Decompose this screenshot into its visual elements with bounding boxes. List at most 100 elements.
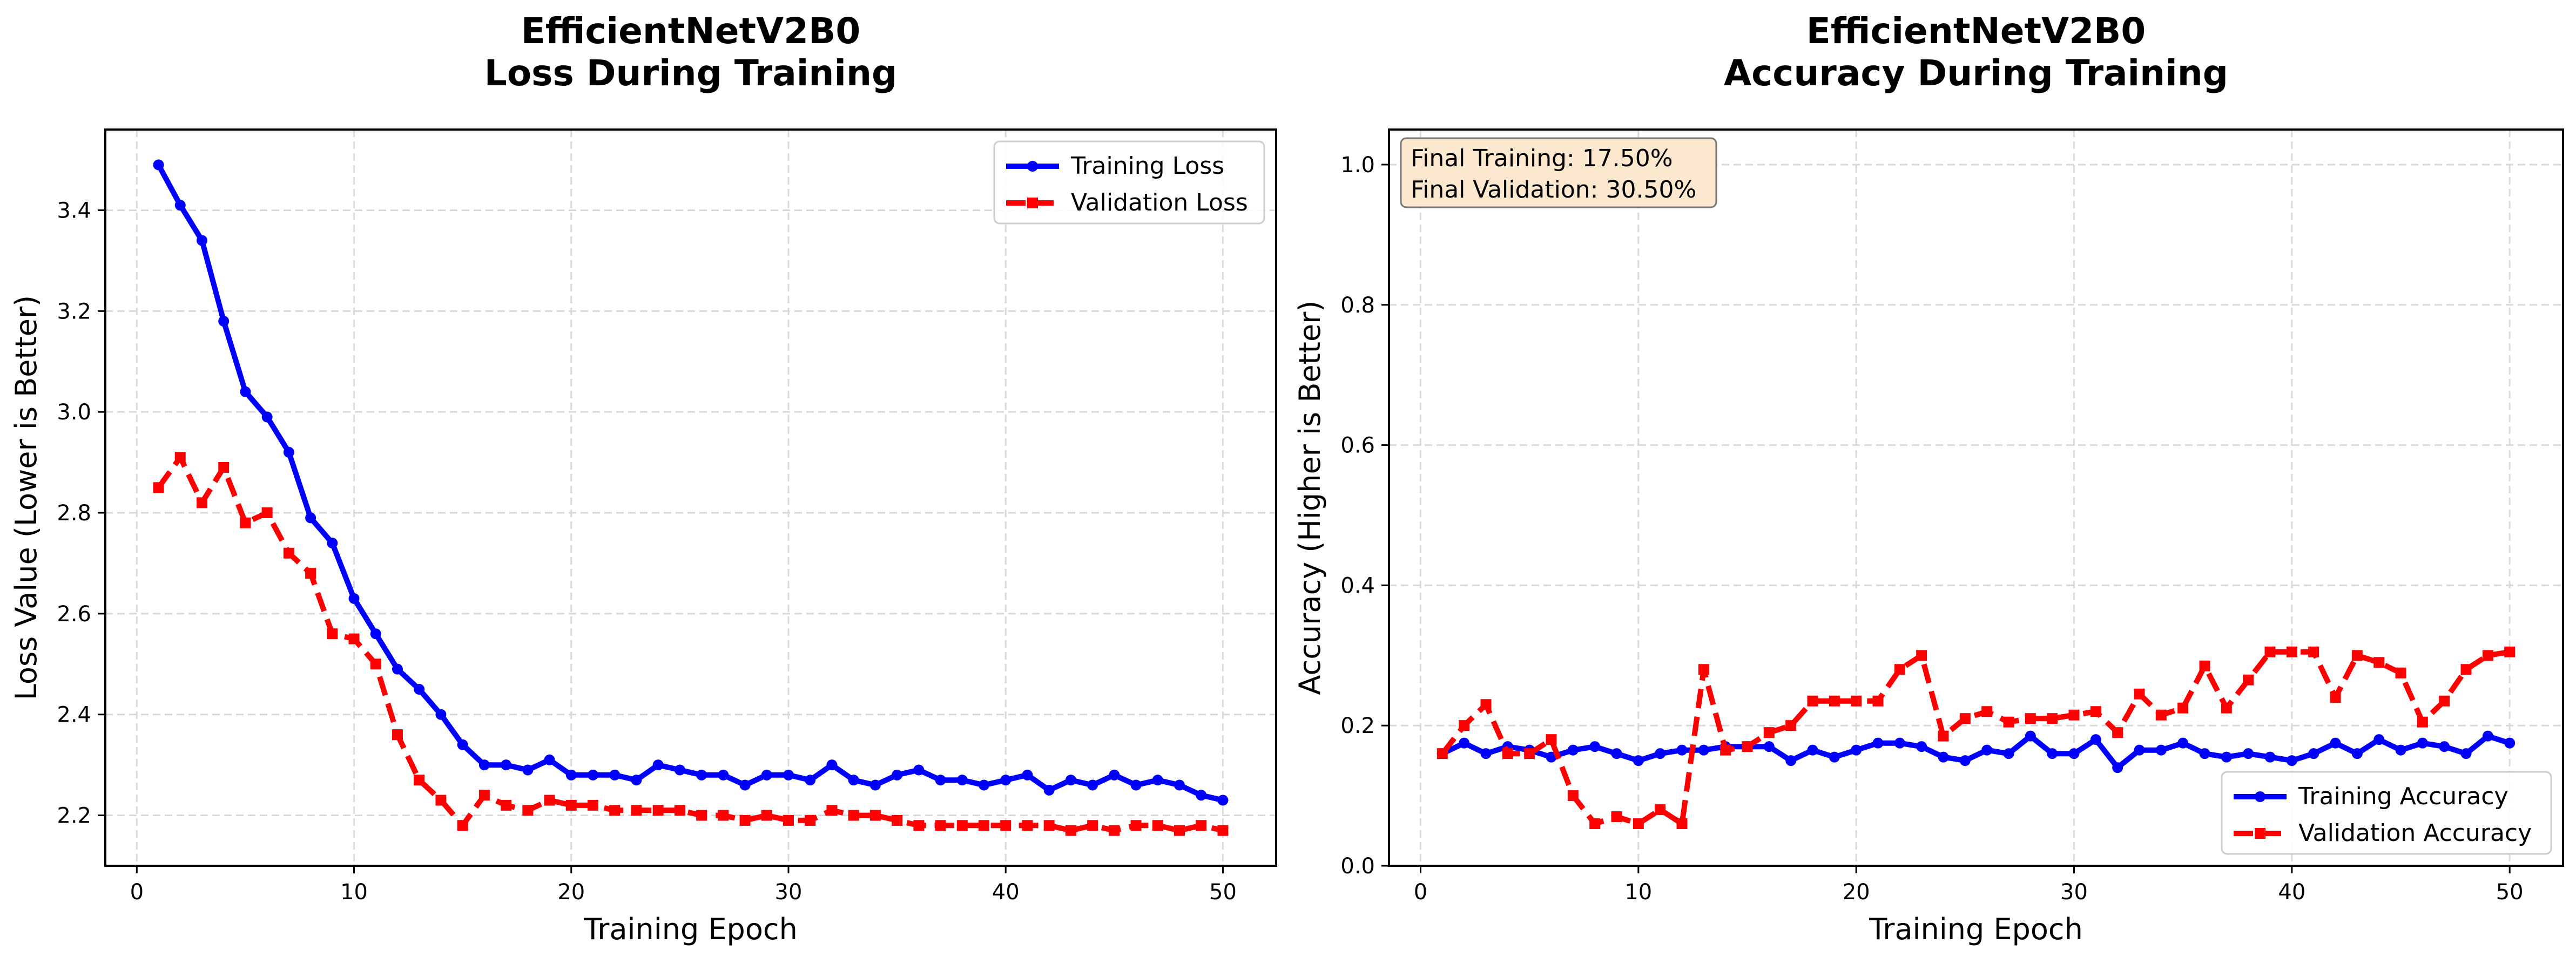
- accuracy-chart-title-line1: EfficientNetV2B0: [1806, 10, 2146, 52]
- loss-series-0-point: [718, 769, 729, 780]
- loss-series-1-point: [1196, 820, 1207, 831]
- accuracy-final-stats-background: [1400, 137, 1717, 208]
- accuracy-series-0-point: [2112, 762, 2123, 773]
- accuracy-legend-swatch-marker: [2255, 828, 2265, 839]
- loss-series-0-point: [696, 769, 707, 780]
- accuracy-series-0-point: [2460, 748, 2472, 759]
- accuracy-series-0-point: [2003, 748, 2014, 759]
- loss-series-0-point: [435, 709, 447, 720]
- loss-series-1-point: [1109, 825, 1120, 836]
- accuracy-series-1-point: [1611, 811, 1622, 823]
- accuracy-final-stats-box: Final Training: 17.50% Final Validation: …: [1400, 137, 1717, 208]
- accuracy-series-0-point: [2047, 748, 2058, 759]
- loss-series-0-point: [783, 769, 794, 780]
- loss-chart-title-line2: Loss During Training: [484, 52, 897, 94]
- accuracy-legend-box: [2221, 771, 2552, 855]
- loss-y-tick-label: 2.6: [57, 602, 91, 627]
- accuracy-series-0-point: [1872, 737, 1884, 749]
- accuracy-y-tick-label: 0.6: [1340, 433, 1375, 458]
- accuracy-series-1-point: [2460, 664, 2472, 675]
- loss-series-1-point: [826, 805, 838, 816]
- accuracy-y-tick-label: 1.0: [1340, 153, 1375, 178]
- loss-y-tick-label: 2.8: [57, 501, 91, 526]
- accuracy-series-1-point: [1807, 695, 1818, 707]
- accuracy-series-0-point: [2417, 737, 2428, 749]
- accuracy-series-1-point: [2395, 667, 2406, 678]
- loss-series-0-point: [1174, 779, 1185, 791]
- accuracy-chart-title-line2: Accuracy During Training: [1724, 52, 2228, 94]
- loss-series-0-point: [565, 769, 577, 780]
- accuracy-series-1-point: [2199, 660, 2210, 671]
- accuracy-series-0-point: [1676, 744, 1688, 756]
- accuracy-series-1-point: [1502, 748, 1513, 759]
- accuracy-series-1-point: [2221, 702, 2232, 714]
- loss-series-0-point: [892, 769, 903, 780]
- accuracy-series-1-point: [2330, 692, 2341, 703]
- loss-series-0-point: [153, 159, 164, 171]
- accuracy-series-1-point: [1851, 695, 1862, 707]
- loss-series-0-point: [609, 769, 621, 780]
- accuracy-series-0-point: [1567, 744, 1579, 756]
- accuracy-series-0-point: [2308, 748, 2319, 759]
- loss-series-1-point: [1022, 820, 1033, 831]
- accuracy-series-0-point: [2025, 730, 2036, 742]
- loss-series-0-point: [805, 775, 816, 786]
- accuracy-series-0-point: [1459, 737, 1470, 749]
- accuracy-series-0-point: [1546, 751, 1557, 763]
- loss-series-1-point: [587, 799, 598, 811]
- loss-series-0-point: [631, 775, 642, 786]
- accuracy-series-1-point: [2068, 709, 2080, 721]
- accuracy-series-1-point: [1676, 818, 1688, 830]
- loss-series-0-point: [761, 769, 772, 780]
- loss-series-1-point: [414, 775, 425, 786]
- accuracy-series-0-point: [2482, 730, 2493, 742]
- accuracy-series-1-point: [1720, 744, 1731, 756]
- accuracy-series-0-point: [2264, 751, 2276, 763]
- accuracy-final-stats-line: Final Training: 17.50%: [1411, 145, 1673, 172]
- loss-series-1-point: [609, 805, 621, 816]
- loss-series-0-point: [522, 764, 534, 776]
- loss-legend-box: [993, 140, 1265, 225]
- accuracy-y-tick-label: 0.4: [1340, 573, 1375, 598]
- accuracy-x-tick-label: 20: [1843, 880, 1870, 905]
- accuracy-series-0-point: [1611, 748, 1622, 759]
- accuracy-series-0-point: [2286, 755, 2297, 766]
- loss-y-tick-label: 2.2: [57, 804, 91, 829]
- accuracy-series-0-point: [1916, 741, 1927, 752]
- loss-series-1-point: [892, 815, 903, 826]
- accuracy-series-1-point: [2155, 709, 2167, 721]
- accuracy-y-axis-label: Accuracy (Higher is Better): [1293, 301, 1327, 695]
- loss-series-0-point: [544, 754, 555, 765]
- accuracy-final-stats-line: Final Validation: 30.50%: [1411, 176, 1696, 203]
- accuracy-series-1-point: [2112, 727, 2123, 738]
- loss-series-0-point: [305, 512, 316, 524]
- loss-series-0-point: [913, 764, 925, 776]
- accuracy-series-1-point: [2439, 695, 2450, 707]
- loss-series-0-point: [956, 775, 968, 786]
- accuracy-series-0-point: [1807, 744, 1818, 756]
- loss-series-0-point: [174, 200, 186, 211]
- loss-series-1-point: [913, 820, 925, 831]
- accuracy-legend-label: Validation Accuracy: [2298, 819, 2532, 847]
- loss-x-tick-label: 50: [1209, 880, 1237, 905]
- loss-series-1-point: [522, 805, 534, 816]
- loss-y-axis-label: Loss Value (Lower is Better): [9, 295, 43, 700]
- loss-series-0-point: [848, 775, 859, 786]
- loss-series-1-point: [1217, 825, 1229, 836]
- accuracy-series-1-point: [2417, 716, 2428, 728]
- loss-series-0-point: [1196, 790, 1207, 801]
- loss-legend: Training Loss Validation Loss: [993, 140, 1265, 225]
- loss-legend-label: Validation Loss: [1071, 189, 1248, 216]
- accuracy-series-1-point: [2090, 706, 2101, 717]
- accuracy-y-tick-label: 0.8: [1340, 293, 1375, 318]
- loss-legend-swatch-marker: [1027, 198, 1038, 208]
- loss-series-1-point: [674, 805, 685, 816]
- accuracy-series-1-point: [1459, 720, 1470, 731]
- loss-series-1-point: [869, 810, 881, 821]
- loss-x-tick-label: 0: [130, 880, 144, 905]
- loss-series-0-point: [348, 593, 360, 604]
- accuracy-legend: Training Accuracy Validation Accuracy: [2221, 771, 2552, 855]
- loss-series-1-point: [348, 633, 360, 644]
